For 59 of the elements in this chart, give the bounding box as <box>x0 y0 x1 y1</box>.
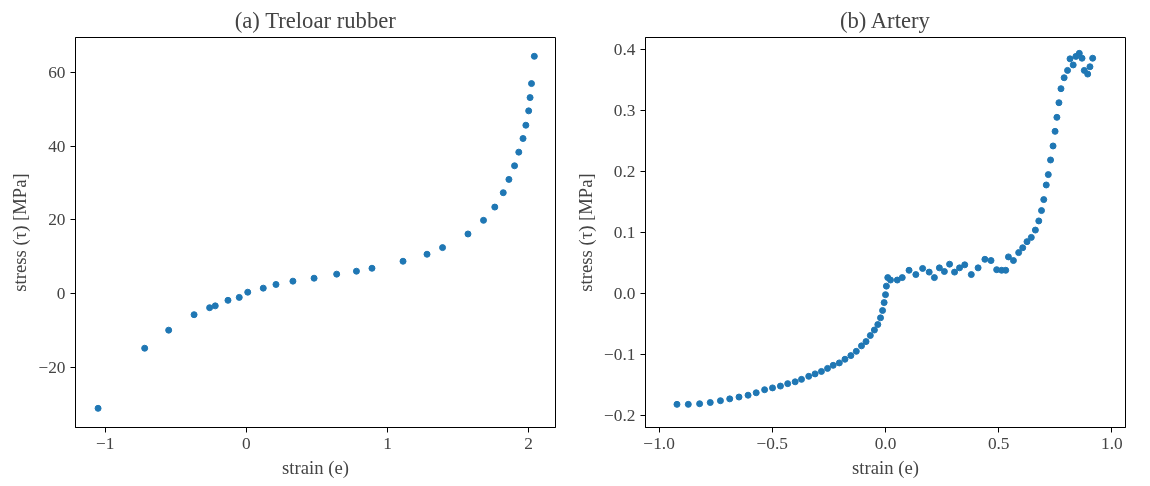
point <box>141 344 149 352</box>
point <box>259 284 267 292</box>
point <box>515 148 523 156</box>
x-tick-label: 0.5 <box>987 433 1010 453</box>
y-tick-label: 60 <box>48 63 66 83</box>
y-tick-label: 0 <box>56 284 66 304</box>
point <box>491 203 499 211</box>
y-tick-label: −20 <box>38 357 66 377</box>
point <box>352 267 360 275</box>
y-tick-label: 40 <box>48 136 66 156</box>
y-tick-label: −0.2 <box>604 405 636 425</box>
y-tick-label: 0.2 <box>613 162 636 182</box>
point <box>499 189 507 197</box>
point <box>94 404 102 412</box>
point <box>235 293 243 301</box>
x-tick-label: 0 <box>241 433 251 453</box>
point <box>333 270 341 278</box>
point <box>519 135 527 142</box>
point <box>526 94 534 102</box>
x-tick-label: 1 <box>383 433 392 453</box>
point <box>522 121 530 129</box>
chart-title: (b) Artery <box>839 7 931 33</box>
point <box>244 288 252 296</box>
point <box>190 311 198 319</box>
point <box>423 250 431 258</box>
y-axis-title: stress (τ) [MPa] <box>575 173 598 292</box>
point <box>368 264 376 272</box>
x-tick-label: 2 <box>524 433 534 453</box>
point <box>310 274 318 282</box>
point <box>525 107 533 115</box>
x-tick-label: 1.0 <box>1101 433 1123 453</box>
point <box>211 302 219 310</box>
point <box>224 296 232 304</box>
point <box>464 230 472 238</box>
x-tick-label: −0.5 <box>756 433 789 453</box>
y-tick-label: 0.0 <box>613 283 636 303</box>
y-axis-title: stress (τ) [MPa] <box>9 173 32 292</box>
point <box>528 80 535 88</box>
y-tick-label: 20 <box>48 210 66 230</box>
x-axis-title: strain (e) <box>852 456 919 479</box>
point <box>505 175 513 183</box>
y-tick-label: 0.1 <box>613 223 636 242</box>
y-tick-label: 0.4 <box>613 40 636 60</box>
point <box>272 280 280 288</box>
point <box>206 304 214 312</box>
point <box>511 162 519 170</box>
point <box>480 216 487 224</box>
point <box>439 244 447 252</box>
point <box>165 326 173 334</box>
x-tick-label: −1 <box>95 433 115 453</box>
x-tick-label: −1.0 <box>643 433 675 453</box>
y-tick-label: −0.1 <box>604 344 636 364</box>
y-tick-label: 0.3 <box>613 101 636 121</box>
x-axis-title: strain (e) <box>282 456 349 479</box>
point <box>399 257 407 265</box>
point <box>289 277 297 285</box>
x-tick-label: 0.0 <box>874 433 897 453</box>
point <box>530 52 538 60</box>
chart-title: (a) Treloar rubber <box>234 7 397 33</box>
